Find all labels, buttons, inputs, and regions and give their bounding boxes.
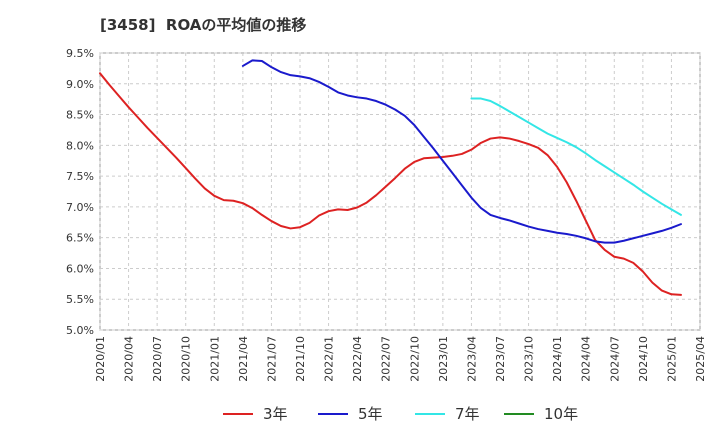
x-tick-label: 2024/10 bbox=[637, 336, 650, 382]
legend-label-4: 10年 bbox=[544, 405, 578, 423]
x-tick-label: 2021/07 bbox=[265, 336, 278, 382]
y-tick-label: 7.5% bbox=[66, 170, 94, 183]
x-axis-ticks: 2020/01 2020/04 2020/07 2020/10 2021/01 2021/… bbox=[94, 336, 707, 382]
x-tick-label: 2023/07 bbox=[494, 336, 507, 382]
chart-title: [3458] ROAの平均値の推移 bbox=[100, 16, 307, 34]
y-axis-ticks: 5.0% 5.5% 6.0% 6.5% 7.0% 7.5% 8.0% 8.5% 9.0% 9.5% bbox=[66, 47, 94, 337]
y-tick-label: 8.5% bbox=[66, 109, 94, 122]
x-tick-label: 2022/10 bbox=[408, 336, 421, 382]
y-tick-label: 5.0% bbox=[66, 324, 94, 337]
plot-area bbox=[99, 52, 701, 331]
legend-label-1: 3年 bbox=[263, 405, 288, 423]
x-tick-label: 2023/10 bbox=[523, 336, 536, 382]
x-tick-label: 2020/07 bbox=[151, 336, 164, 382]
y-tick-label: 8.0% bbox=[66, 139, 94, 152]
x-tick-label: 2021/04 bbox=[237, 336, 250, 382]
x-tick-label: 2021/10 bbox=[294, 336, 307, 382]
y-tick-label: 9.0% bbox=[66, 78, 94, 91]
series-line-2 bbox=[241, 59, 682, 244]
series-line-3 bbox=[470, 97, 682, 216]
x-tick-label: 2024/04 bbox=[580, 336, 593, 382]
legend: 3年 5年 7年 10年 bbox=[223, 405, 578, 423]
x-tick-label: 2022/07 bbox=[380, 336, 393, 382]
x-tick-label: 2022/01 bbox=[323, 336, 336, 382]
y-tick-label: 7.0% bbox=[66, 201, 94, 214]
x-tick-label: 2023/04 bbox=[465, 336, 478, 382]
y-tick-label: 5.5% bbox=[66, 293, 94, 306]
x-tick-label: 2025/01 bbox=[665, 336, 678, 382]
x-tick-label: 2022/04 bbox=[351, 336, 364, 382]
x-tick-label: 2024/01 bbox=[551, 336, 564, 382]
x-tick-label: 2021/01 bbox=[208, 336, 221, 382]
legend-label-3: 7年 bbox=[455, 405, 480, 423]
y-tick-label: 6.5% bbox=[66, 232, 94, 245]
y-tick-label: 9.5% bbox=[66, 47, 94, 60]
x-tick-label: 2020/04 bbox=[123, 336, 136, 382]
series-layer bbox=[99, 59, 682, 296]
x-tick-label: 2020/10 bbox=[180, 336, 193, 382]
x-tick-label: 2025/04 bbox=[694, 336, 707, 382]
x-tick-label: 2024/07 bbox=[608, 336, 621, 382]
legend-label-2: 5年 bbox=[358, 405, 383, 423]
series-line-1 bbox=[99, 72, 682, 296]
y-tick-label: 6.0% bbox=[66, 262, 94, 275]
x-tick-label: 2023/01 bbox=[437, 336, 450, 382]
x-tick-label: 2020/01 bbox=[94, 336, 107, 382]
